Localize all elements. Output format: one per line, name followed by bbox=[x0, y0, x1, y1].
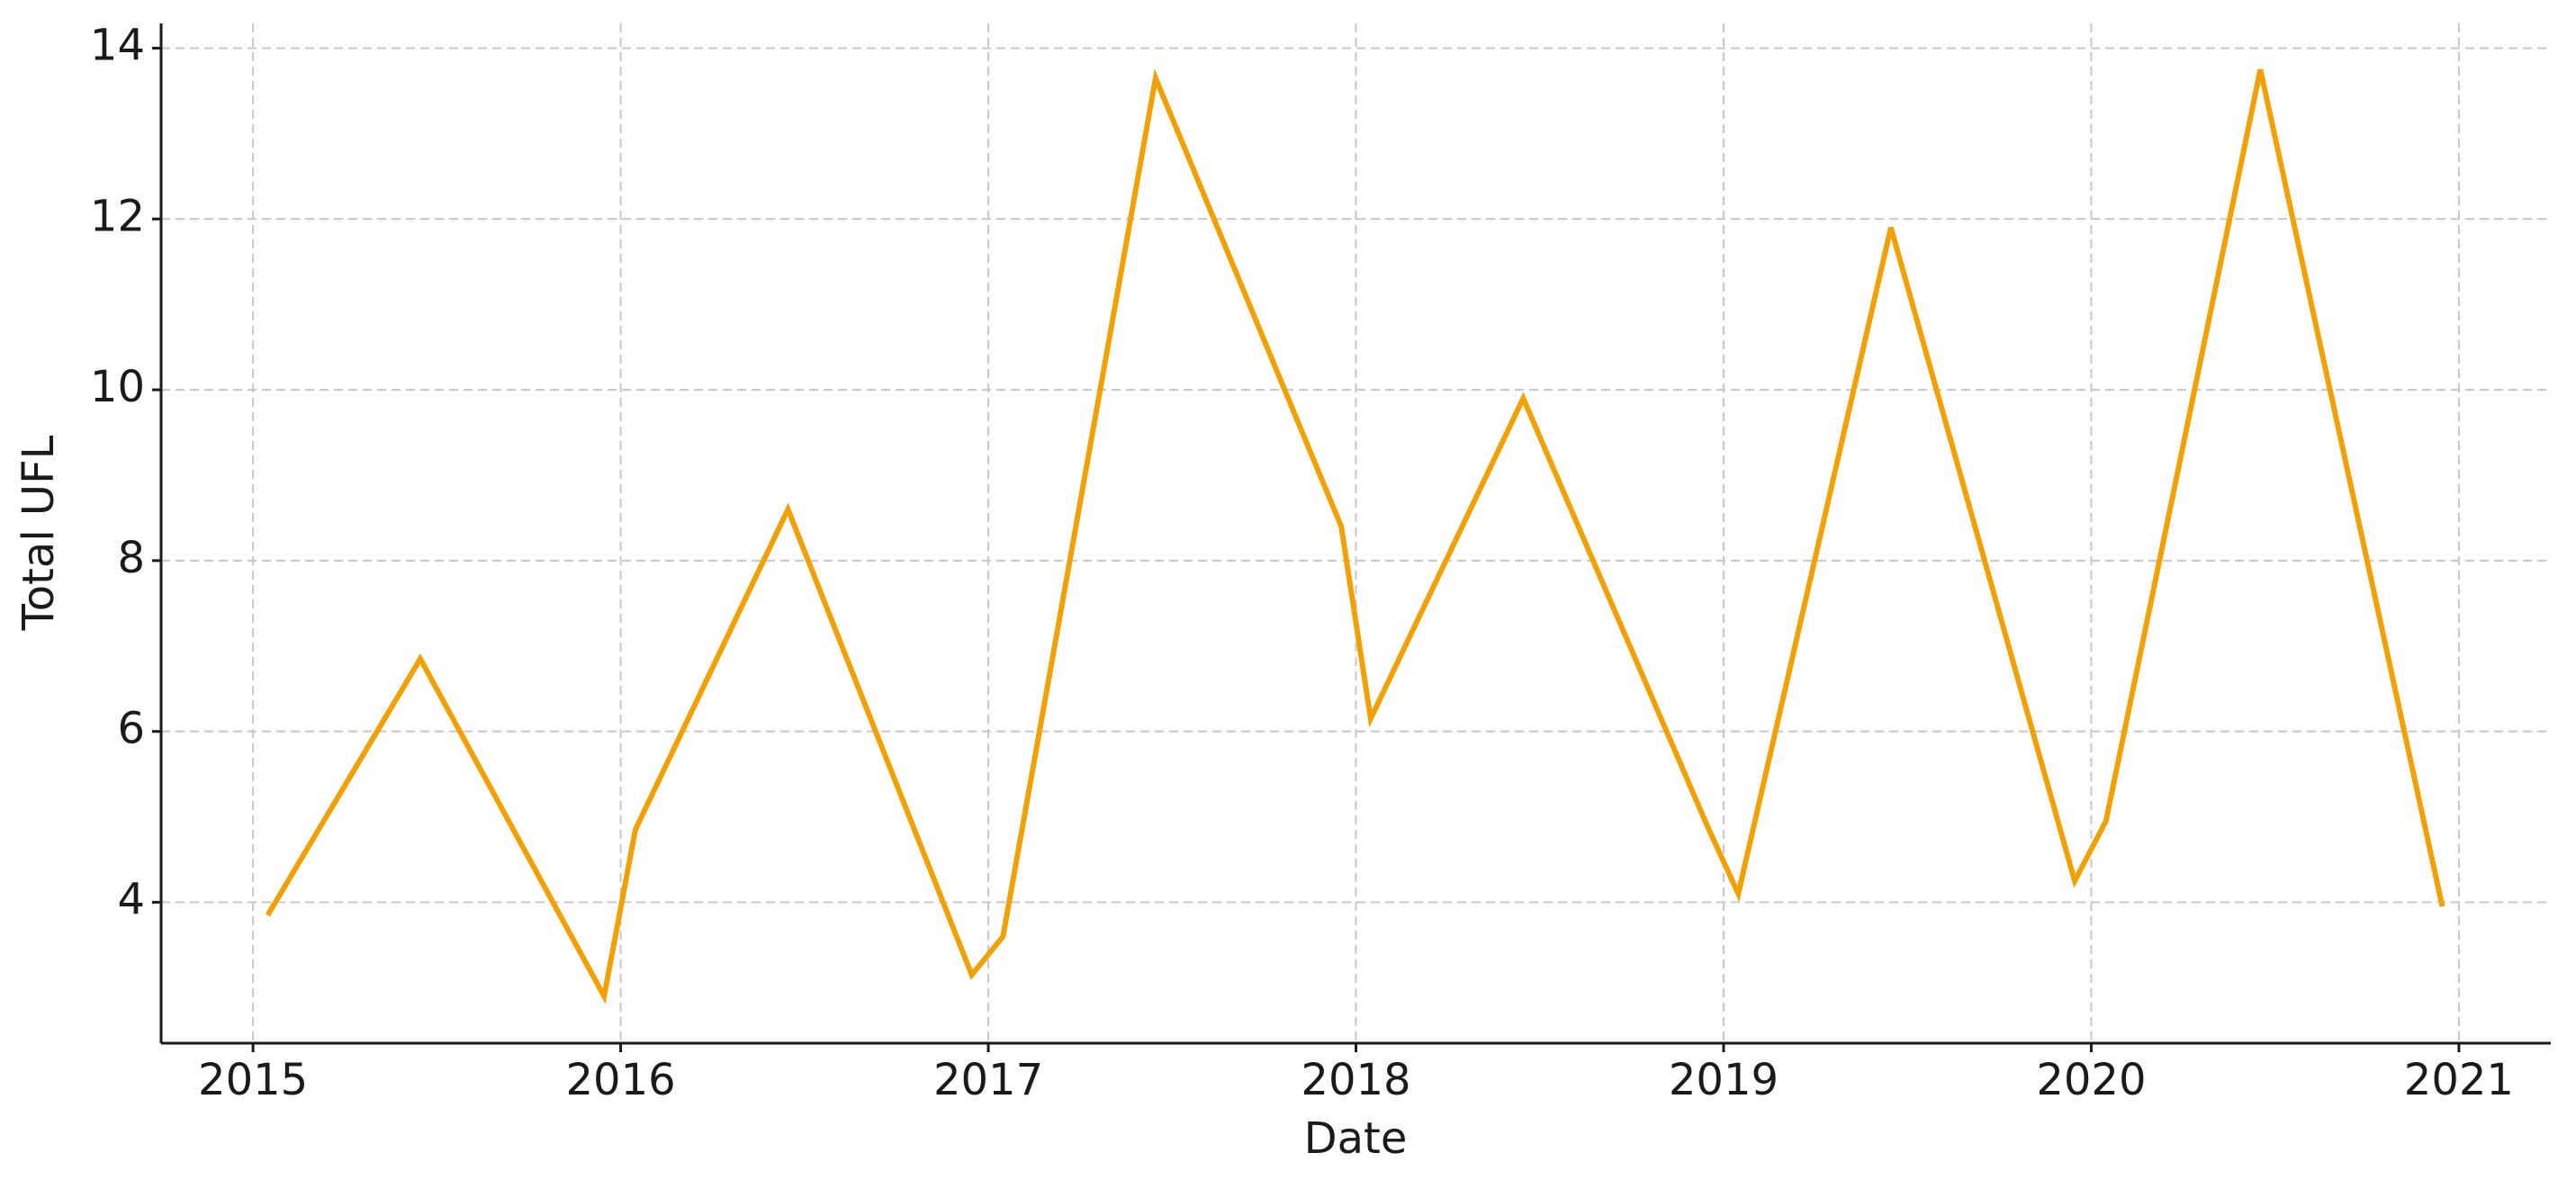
x-tick-label: 2015 bbox=[198, 1055, 308, 1105]
data-line bbox=[265, 68, 2445, 1004]
x-tick-label: 2017 bbox=[933, 1055, 1043, 1105]
y-tick-label: 4 bbox=[117, 874, 145, 924]
x-tick-label: 2018 bbox=[1301, 1055, 1410, 1105]
y-tick-label: 6 bbox=[117, 704, 145, 754]
y-tick-label: 10 bbox=[90, 362, 145, 412]
x-axis-label: Date bbox=[1304, 1113, 1408, 1164]
x-tick-label: 2021 bbox=[2404, 1055, 2514, 1105]
x-tick-label: 2020 bbox=[2036, 1055, 2146, 1105]
y-axis-label: Total UFL bbox=[14, 435, 64, 631]
y-tick-label: 8 bbox=[117, 533, 145, 583]
x-tick-label: 2016 bbox=[565, 1055, 675, 1105]
y-tick-label: 12 bbox=[90, 191, 145, 241]
y-tick-label: 14 bbox=[90, 21, 145, 71]
x-tick-label: 2019 bbox=[1669, 1055, 1779, 1105]
